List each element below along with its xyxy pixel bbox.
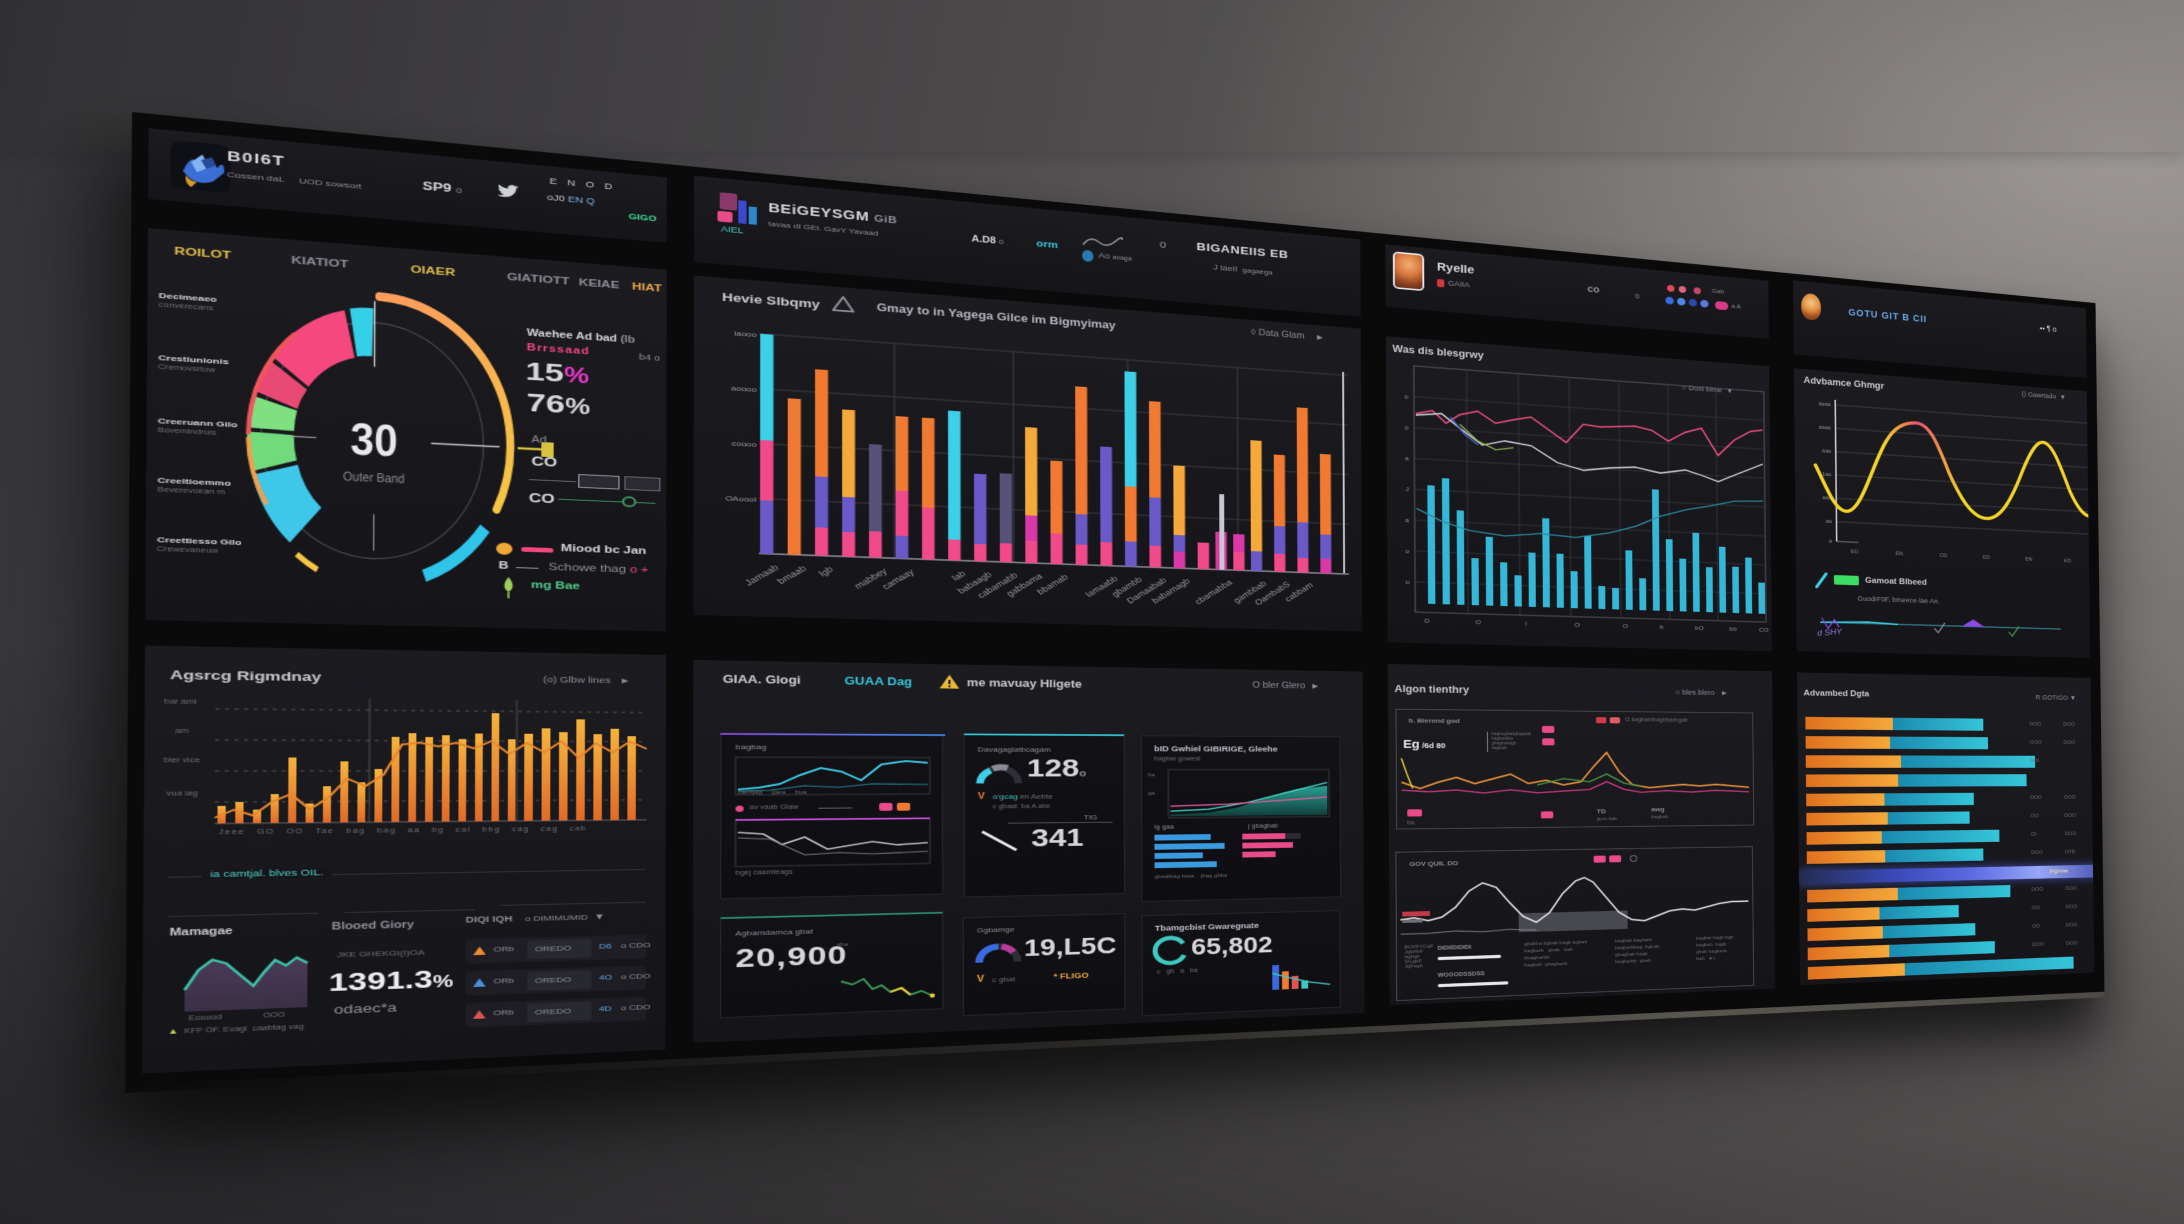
- svg-text:J: J: [1405, 486, 1409, 493]
- svg-text:OAoooI: OAoooI: [725, 495, 757, 504]
- svg-text:b: b: [1660, 624, 1664, 631]
- svg-text:1aa: 1aa: [1822, 471, 1831, 478]
- svg-text:CO: CO: [1759, 627, 1769, 634]
- svg-text:iaooo: iaooo: [734, 330, 757, 340]
- svg-text:camtjag gara bua: camtjag gara bua: [738, 789, 808, 796]
- svg-text:coooo: coooo: [731, 440, 757, 449]
- svg-text:o: o: [1405, 579, 1410, 586]
- svg-text:aaa: aaa: [1822, 447, 1831, 454]
- svg-text:ED: ED: [1851, 548, 1859, 554]
- svg-text:aa: aa: [1826, 518, 1832, 524]
- svg-text:o: o: [1405, 548, 1410, 555]
- svg-text:O: O: [1574, 622, 1580, 629]
- svg-text:a: a: [1405, 517, 1410, 524]
- svg-text:a: a: [1405, 455, 1410, 462]
- svg-text:o: o: [1404, 393, 1409, 400]
- svg-text:aoooo: aoooo: [731, 385, 757, 395]
- svg-text:D: D: [1424, 618, 1429, 625]
- svg-text:bb: bb: [1729, 626, 1737, 633]
- svg-text:a: a: [1829, 538, 1832, 544]
- svg-text:CD: CD: [1940, 552, 1948, 558]
- svg-text:O: O: [1623, 623, 1629, 630]
- svg-text:ED: ED: [2064, 558, 2071, 564]
- svg-text:o: o: [1405, 424, 1410, 431]
- svg-text:aaa: aaa: [1822, 494, 1831, 500]
- svg-text:EN: EN: [2025, 556, 2032, 562]
- svg-text:Outer Band: Outer Band: [343, 469, 405, 486]
- svg-text:aaaa: aaaa: [1818, 400, 1830, 407]
- svg-text:bO: bO: [1695, 625, 1704, 632]
- svg-text:aaaa: aaaa: [1819, 424, 1831, 431]
- svg-text:AIEL: AIEL: [721, 225, 744, 236]
- svg-text:EN: EN: [1896, 550, 1903, 556]
- svg-text:O: O: [1475, 619, 1481, 626]
- svg-text:30: 30: [350, 413, 398, 466]
- svg-text:i: i: [1525, 620, 1527, 627]
- svg-text:ED: ED: [1983, 554, 1990, 560]
